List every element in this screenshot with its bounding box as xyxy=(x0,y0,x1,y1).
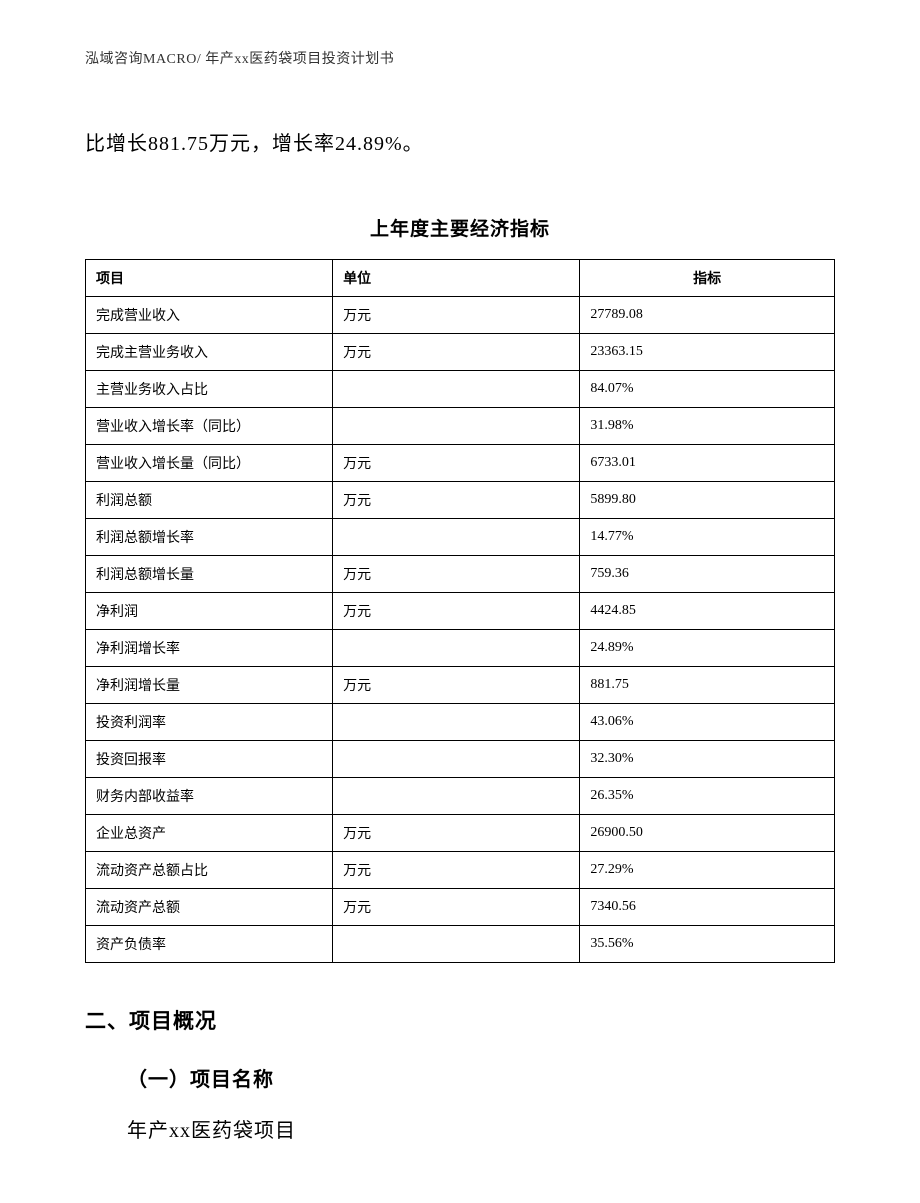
cell-item: 流动资产总额 xyxy=(86,889,333,926)
table-header-row: 项目 单位 指标 xyxy=(86,260,835,297)
cell-item: 投资回报率 xyxy=(86,741,333,778)
table-title: 上年度主要经济指标 xyxy=(85,214,835,241)
table-row: 财务内部收益率 26.35% xyxy=(86,778,835,815)
cell-value: 4424.85 xyxy=(580,593,835,630)
cell-item: 完成主营业务收入 xyxy=(86,334,333,371)
cell-unit: 万元 xyxy=(333,334,580,371)
cell-unit: 万元 xyxy=(333,593,580,630)
cell-unit: 万元 xyxy=(333,297,580,334)
cell-item: 营业收入增长率（同比） xyxy=(86,408,333,445)
cell-value: 14.77% xyxy=(580,519,835,556)
table-row: 净利润增长率 24.89% xyxy=(86,630,835,667)
col-header-item: 项目 xyxy=(86,260,333,297)
cell-value: 5899.80 xyxy=(580,482,835,519)
cell-value: 27.29% xyxy=(580,852,835,889)
cell-unit: 万元 xyxy=(333,482,580,519)
cell-unit: 万元 xyxy=(333,889,580,926)
section-2-1-heading: （一）项目名称 xyxy=(127,1063,835,1092)
table-row: 利润总额增长率 14.77% xyxy=(86,519,835,556)
col-header-value: 指标 xyxy=(580,260,835,297)
cell-unit: 万元 xyxy=(333,445,580,482)
cell-item: 净利润 xyxy=(86,593,333,630)
section-2-1-body: 年产xx医药袋项目 xyxy=(127,1114,835,1143)
table-row: 净利润万元4424.85 xyxy=(86,593,835,630)
cell-value: 27789.08 xyxy=(580,297,835,334)
table-row: 流动资产总额占比万元27.29% xyxy=(86,852,835,889)
table-row: 资产负债率 35.56% xyxy=(86,926,835,963)
table-row: 流动资产总额万元7340.56 xyxy=(86,889,835,926)
cell-unit: 万元 xyxy=(333,852,580,889)
col-header-unit: 单位 xyxy=(333,260,580,297)
cell-item: 资产负债率 xyxy=(86,926,333,963)
cell-unit xyxy=(333,704,580,741)
cell-item: 主营业务收入占比 xyxy=(86,371,333,408)
cell-unit: 万元 xyxy=(333,667,580,704)
section-2-heading: 二、项目概况 xyxy=(85,1005,835,1035)
cell-item: 流动资产总额占比 xyxy=(86,852,333,889)
cell-unit xyxy=(333,519,580,556)
cell-unit xyxy=(333,741,580,778)
cell-value: 32.30% xyxy=(580,741,835,778)
cell-value: 759.36 xyxy=(580,556,835,593)
cell-item: 利润总额增长量 xyxy=(86,556,333,593)
page-header: 泓域咨询MACRO/ 年产xx医药袋项目投资计划书 xyxy=(85,48,835,68)
cell-item: 完成营业收入 xyxy=(86,297,333,334)
cell-value: 26.35% xyxy=(580,778,835,815)
cell-unit xyxy=(333,630,580,667)
cell-item: 投资利润率 xyxy=(86,704,333,741)
table-row: 投资回报率 32.30% xyxy=(86,741,835,778)
table-row: 利润总额万元5899.80 xyxy=(86,482,835,519)
table-row: 投资利润率 43.06% xyxy=(86,704,835,741)
cell-value: 7340.56 xyxy=(580,889,835,926)
cell-item: 营业收入增长量（同比） xyxy=(86,445,333,482)
cell-value: 31.98% xyxy=(580,408,835,445)
cell-unit xyxy=(333,778,580,815)
cell-value: 84.07% xyxy=(580,371,835,408)
cell-unit xyxy=(333,926,580,963)
indicators-table: 项目 单位 指标 完成营业收入万元27789.08 完成主营业务收入万元2336… xyxy=(85,259,835,963)
cell-value: 24.89% xyxy=(580,630,835,667)
table-row: 营业收入增长率（同比） 31.98% xyxy=(86,408,835,445)
table-row: 完成主营业务收入万元23363.15 xyxy=(86,334,835,371)
cell-value: 26900.50 xyxy=(580,815,835,852)
cell-unit: 万元 xyxy=(333,815,580,852)
intro-line: 比增长881.75万元，增长率24.89%。 xyxy=(85,126,835,162)
table-row: 企业总资产万元26900.50 xyxy=(86,815,835,852)
cell-value: 23363.15 xyxy=(580,334,835,371)
table-row: 营业收入增长量（同比）万元6733.01 xyxy=(86,445,835,482)
cell-value: 6733.01 xyxy=(580,445,835,482)
table-row: 主营业务收入占比 84.07% xyxy=(86,371,835,408)
cell-item: 净利润增长率 xyxy=(86,630,333,667)
cell-item: 财务内部收益率 xyxy=(86,778,333,815)
cell-item: 企业总资产 xyxy=(86,815,333,852)
cell-value: 35.56% xyxy=(580,926,835,963)
table-row: 完成营业收入万元27789.08 xyxy=(86,297,835,334)
cell-unit xyxy=(333,408,580,445)
cell-item: 利润总额增长率 xyxy=(86,519,333,556)
cell-unit: 万元 xyxy=(333,556,580,593)
cell-value: 43.06% xyxy=(580,704,835,741)
table-row: 利润总额增长量万元759.36 xyxy=(86,556,835,593)
cell-unit xyxy=(333,371,580,408)
cell-item: 利润总额 xyxy=(86,482,333,519)
cell-value: 881.75 xyxy=(580,667,835,704)
cell-item: 净利润增长量 xyxy=(86,667,333,704)
table-row: 净利润增长量万元881.75 xyxy=(86,667,835,704)
